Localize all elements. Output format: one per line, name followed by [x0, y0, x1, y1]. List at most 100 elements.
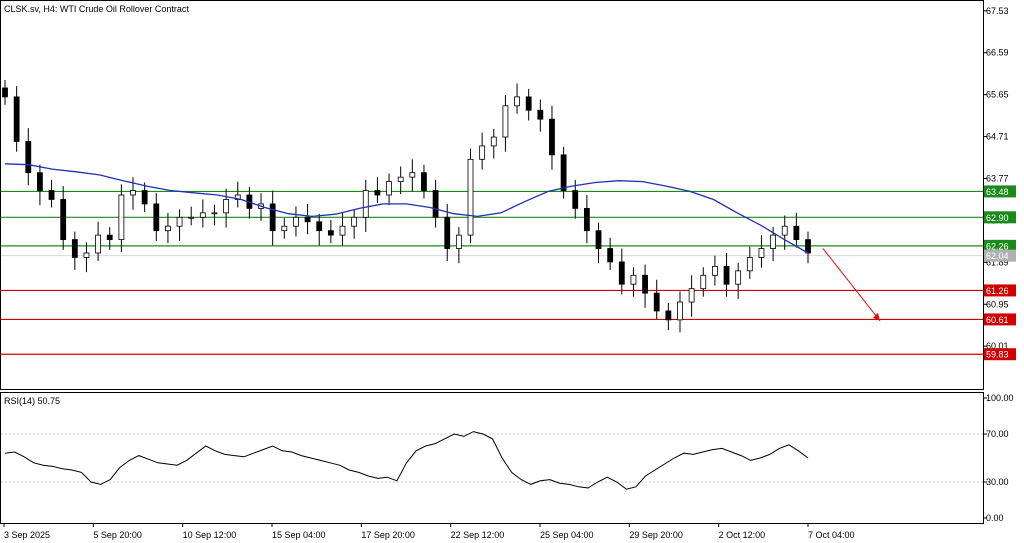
candlestick-series [2, 79, 811, 333]
time-tick-label: 15 Sep 04:00 [272, 530, 326, 540]
bull-candle [735, 270, 742, 285]
bull-candle [514, 96, 520, 107]
bull-candle [409, 172, 416, 178]
resistance-level-line-tag [984, 211, 1016, 224]
bull-candle [211, 212, 218, 215]
bull-candle [630, 274, 637, 285]
bull-candle [688, 288, 695, 303]
bull-candle [362, 190, 369, 218]
bear-candle [583, 207, 590, 232]
bear-candle [537, 109, 544, 120]
chart-title: CLSK.sv, H4: WTI Crude Oil Rollover Cont… [4, 4, 189, 14]
bear-candle [106, 234, 113, 240]
bull-candle [130, 190, 136, 196]
bear-candle [153, 203, 160, 232]
resistance-level-line-tag-label: 62.90 [986, 213, 1009, 223]
price-tick-label: 65.65 [986, 90, 1009, 100]
bear-candle [13, 96, 20, 142]
bull-candle [83, 252, 90, 258]
bear-candle [316, 221, 323, 232]
bull-candle [770, 234, 776, 249]
bull-candle [118, 194, 125, 240]
bear-candle [595, 230, 602, 249]
bear-candle [642, 274, 648, 294]
bear-candle [560, 154, 567, 191]
price-tick-label: 61.89 [986, 257, 1009, 267]
bear-candle [327, 230, 334, 236]
time-tick-label: 22 Sep 12:00 [451, 530, 505, 540]
price-tick-label: 63.77 [986, 173, 1009, 183]
price-tick-label: 66.59 [986, 48, 1009, 58]
bull-candle [223, 199, 230, 214]
time-tick-label: 10 Sep 12:00 [183, 530, 237, 540]
bull-candle [700, 274, 707, 290]
time-axis[interactable]: 3 Sep 2025 5 Sep 20:00 10 Sep 12:00 15 Sep … [3, 523, 855, 540]
bull-candle [293, 216, 299, 227]
price-tick-label: 60.95 [986, 299, 1009, 309]
bull-candle [781, 225, 788, 236]
time-tick-label: 25 Sep 04:00 [540, 530, 594, 540]
bear-candle [141, 190, 148, 205]
bull-candle [455, 234, 462, 249]
bear-candle [653, 292, 660, 312]
rsi-tick-label: 30.00 [986, 477, 1009, 487]
time-tick-label: 3 Sep 2025 [4, 530, 50, 540]
bull-candle [281, 225, 288, 232]
bull-candle [188, 216, 195, 219]
bull-candle [746, 257, 753, 272]
bull-candle [165, 225, 171, 232]
rsi-label: RSI(14) 50.75 [4, 396, 60, 406]
rsi-tick-label: 0.00 [986, 513, 1004, 523]
support-level-line-tag-label: 60.61 [986, 315, 1009, 325]
bull-candle [351, 216, 358, 227]
current-price-tag-label: 62.04 [986, 251, 1009, 261]
bear-candle [25, 141, 32, 174]
bear-candle [444, 216, 451, 249]
price-axis[interactable]: 67.5366.5965.6564.7163.7762.8361.8960.95… [983, 6, 1009, 351]
bear-candle [304, 216, 311, 223]
time-tick-label: 2 Oct 12:00 [719, 530, 766, 540]
bear-candle [421, 172, 427, 191]
bear-candle [48, 190, 55, 200]
rsi-grid [1, 433, 983, 483]
bear-candle [572, 190, 579, 209]
time-tick-label: 17 Sep 20:00 [361, 530, 415, 540]
rsi-axis[interactable]: 100.00 70.00 30.00 0.00 [983, 393, 1014, 523]
bull-candle [677, 301, 683, 321]
forecast-arrow [822, 248, 881, 322]
bear-candle [374, 190, 381, 196]
bear-candle [805, 239, 811, 254]
bear-candle [665, 310, 672, 321]
resistance-level-line-tag [984, 239, 1016, 252]
bull-candle [479, 145, 486, 160]
bear-candle [269, 203, 276, 232]
bull-candle [467, 158, 474, 236]
bull-candle [176, 216, 183, 227]
resistance-level-line-tag [984, 185, 1016, 198]
price-tick-label: 67.53 [986, 6, 1009, 16]
resistance-level-line-tag-label: 63.48 [986, 187, 1009, 197]
level-price-tags: 63.48 62.90 62.26 61.26 60.61 59.83 62.04 [984, 185, 1016, 361]
current-price-tag [984, 249, 1016, 262]
bull-candle [339, 225, 346, 236]
support-level-line-tag [984, 284, 1016, 297]
support-level-line-tag [984, 313, 1016, 326]
rsi-tick-label: 100.00 [986, 393, 1014, 403]
bear-candle [618, 261, 625, 285]
horizontal-levels[interactable] [1, 190, 983, 355]
rsi-tick-label: 70.00 [986, 429, 1009, 439]
bull-candle [386, 181, 392, 196]
moving-average-line [4, 163, 809, 254]
time-tick-label: 5 Sep 20:00 [93, 530, 142, 540]
time-tick-label: 29 Sep 20:00 [629, 530, 683, 540]
support-level-line-tag [984, 348, 1016, 361]
bear-candle [793, 225, 800, 240]
bull-candle [95, 234, 102, 254]
price-tick-label: 60.01 [986, 341, 1009, 351]
bear-candle [71, 239, 78, 258]
bear-candle [723, 265, 730, 285]
bull-candle [711, 265, 718, 276]
bull-candle [199, 212, 206, 218]
rsi-panel-frame [0, 392, 984, 524]
